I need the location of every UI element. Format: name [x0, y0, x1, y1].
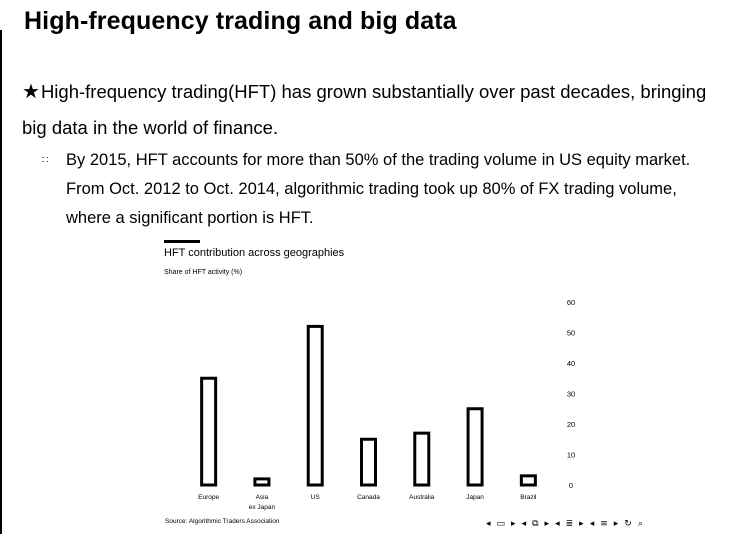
subsection-icon[interactable]: ⧉ — [532, 519, 539, 529]
star-bullet-icon: ★ — [22, 81, 40, 103]
y-tick-label: 60 — [567, 298, 575, 307]
beamer-navigation: ◂ ▭ ▸ ◂ ⧉ ▸ ◂ ≣ ▸ ◂ ≡ ▸ ↻ ⌕ — [486, 517, 643, 531]
sub-bullet-text: By 2015, HFT accounts for more than 50% … — [66, 151, 691, 227]
y-tick-label: 10 — [567, 451, 575, 460]
prev-section-icon[interactable]: ◂ — [555, 519, 560, 529]
category-label: Japan — [466, 494, 484, 501]
bar-us — [306, 324, 324, 487]
main-bullet: ★High-frequency trading(HFT) has grown s… — [22, 74, 722, 145]
y-tick-label: 50 — [567, 329, 575, 338]
prev-slide-icon[interactable]: ◂ — [589, 519, 595, 529]
sub-bullet-marker-icon: ∷ — [42, 155, 51, 166]
prev-frame-icon[interactable]: ◂ — [486, 519, 491, 529]
search-icon[interactable]: ⌕ — [637, 519, 643, 529]
category-label: Europe — [198, 494, 219, 501]
category-label: Australia — [409, 494, 435, 501]
y-tick-label: 30 — [567, 390, 575, 399]
category-label: Asia — [256, 494, 269, 501]
category-label: Canada — [357, 494, 380, 501]
category-label: Brazil — [520, 494, 537, 501]
y-tick-label: 40 — [567, 359, 575, 368]
chart-source: Source: Algorithmic Traders Association — [165, 518, 280, 525]
hft-chart: HFT contribution across geographies Shar… — [160, 236, 580, 534]
chart-accent-line — [164, 240, 200, 243]
chart-title: HFT contribution across geographies — [164, 247, 345, 259]
next-frame-icon[interactable]: ▸ — [511, 519, 516, 529]
next-section-icon[interactable]: ▸ — [579, 519, 584, 529]
bar-australia — [413, 431, 431, 487]
next-subsection-icon[interactable]: ▸ — [544, 519, 550, 529]
sub-bullet: ∷ By 2015, HFT accounts for more than 50… — [42, 146, 712, 233]
category-label: US — [311, 494, 321, 501]
frame-icon[interactable]: ▭ — [496, 519, 506, 529]
category-label: ex Japan — [249, 504, 276, 511]
slide-icon[interactable]: ≡ — [600, 519, 608, 529]
prev-subsection-icon[interactable]: ◂ — [521, 519, 527, 529]
y-tick-label: 20 — [567, 420, 575, 429]
section-icon[interactable]: ≣ — [565, 519, 574, 529]
left-edge-rule — [0, 30, 2, 534]
slide-title: High-frequency trading and big data — [24, 7, 457, 35]
bar-europe — [200, 376, 218, 487]
toc-icon[interactable]: ↻ — [624, 519, 632, 529]
bar-canada — [360, 437, 377, 487]
y-tick-label: 0 — [569, 481, 573, 490]
bar-japan — [466, 407, 484, 487]
next-slide-icon[interactable]: ▸ — [613, 519, 619, 529]
main-bullet-text: High-frequency trading(HFT) has grown su… — [22, 81, 707, 138]
bar-asia-ex-japan — [253, 477, 271, 487]
chart-plot: Europe Asia ex Japan US Canada Australia Japan… — [198, 298, 575, 511]
bar-brazil — [519, 474, 537, 487]
chart-subtitle: Share of HFT activity (%) — [164, 269, 243, 276]
